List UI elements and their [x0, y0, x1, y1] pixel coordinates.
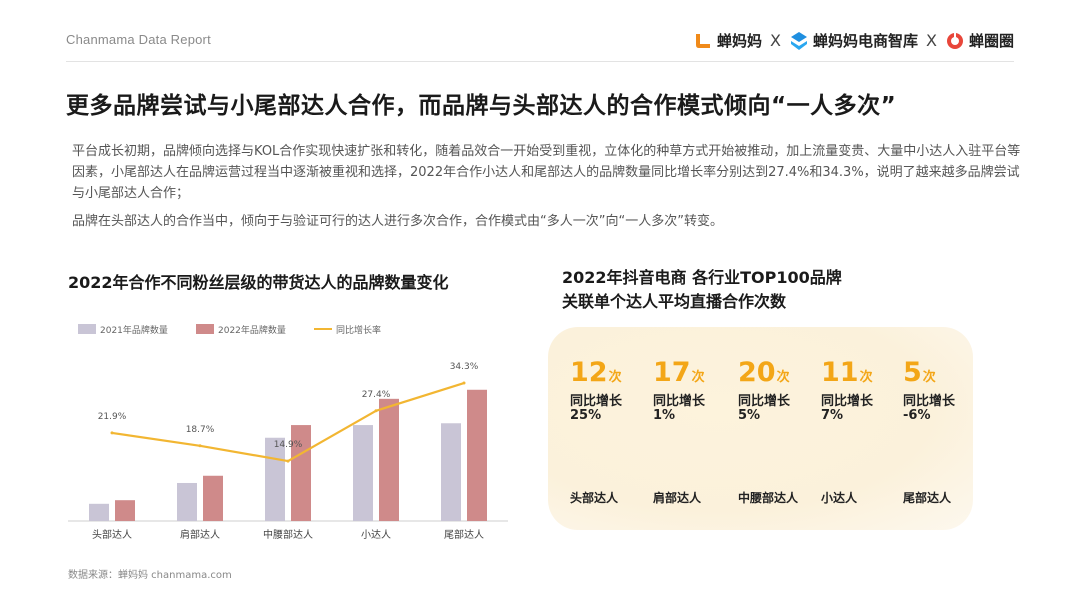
count-value: 11	[821, 357, 859, 388]
growth-label: 同比增长	[653, 394, 706, 409]
bar-2022	[115, 500, 135, 521]
x-tick-label: 肩部达人	[180, 528, 220, 541]
growth-label: 同比增长	[570, 394, 623, 409]
legend-swatch	[78, 324, 96, 334]
cooperation-count: 20次	[738, 357, 790, 388]
growth-value: 1%	[653, 408, 676, 423]
count-unit: 次	[776, 370, 790, 385]
cooperation-count: 17次	[653, 357, 705, 388]
brand-separator: X	[770, 31, 781, 50]
growth-value: 25%	[570, 408, 602, 423]
legend-label: 2022年品牌数量	[218, 324, 286, 336]
body-paragraph-2: 品牌在头部达人的合作当中，倾向于与验证可行的达人进行多次合作，合作模式由“多人一…	[72, 214, 723, 229]
count-value: 20	[738, 357, 776, 388]
bar-chart-title: 2022年合作不同粉丝层级的带货达人的品牌数量变化	[68, 273, 449, 292]
tier-label: 中腰部达人	[738, 491, 799, 505]
brand-chanmama-name: 蝉妈妈	[717, 32, 763, 50]
report-label: Chanmama Data Report	[66, 32, 211, 47]
data-source: 数据来源：蝉妈妈 chanmama.com	[68, 570, 232, 581]
bar-2021	[441, 423, 461, 521]
growth-rate-point	[286, 459, 290, 463]
growth-rate-point	[374, 409, 378, 413]
tier-label: 头部达人	[570, 491, 619, 505]
brand-zhiku: 蝉妈妈电商智库	[789, 30, 918, 51]
growth-rate-label: 34.3%	[450, 362, 479, 372]
growth-label: 同比增长	[738, 394, 791, 409]
x-tick-label: 头部达人	[92, 528, 132, 541]
growth-label: 同比增长	[821, 394, 874, 409]
brand-chanquanquan-name: 蝉圈圈	[968, 32, 1014, 50]
count-value: 5	[903, 357, 922, 388]
bar-2022	[203, 475, 223, 521]
bar-2022	[379, 398, 399, 521]
growth-rate-label: 27.4%	[362, 390, 391, 400]
growth-label: 同比增长	[903, 394, 956, 409]
growth-value: 5%	[738, 408, 761, 423]
chanmama-logo-icon	[696, 33, 711, 48]
zhiku-logo-icon	[791, 31, 807, 50]
page-title: 更多品牌尝试与小尾部达人合作，而品牌与头部达人的合作模式倾向“一人多次”	[66, 93, 897, 119]
tier-label: 小达人	[821, 491, 858, 505]
x-tick-label: 小达人	[361, 529, 391, 541]
tier-label: 肩部达人	[653, 491, 702, 505]
growth-rate-label: 21.9%	[98, 412, 127, 422]
cooperation-title: 2022年抖音电商 各行业TOP100品牌 关联单个达人平均直播合作次数	[562, 266, 842, 314]
brand-zhiku-name: 蝉妈妈电商智库	[813, 32, 919, 50]
bar-2022	[467, 389, 487, 521]
growth-rate-label: 14.9%	[274, 440, 303, 450]
cooperation-title-line-2: 关联单个达人平均直播合作次数	[562, 292, 787, 311]
cooperation-count: 12次	[570, 357, 622, 388]
growth-value: -6%	[903, 408, 931, 423]
count-unit: 次	[608, 370, 622, 385]
count-value: 17	[653, 357, 691, 388]
legend-label: 同比增长率	[336, 324, 381, 336]
growth-rate-point	[462, 381, 466, 385]
legend-swatch	[196, 324, 214, 334]
bar-2022	[291, 425, 311, 521]
count-unit: 次	[859, 370, 873, 385]
brand-separator: X	[926, 31, 937, 50]
chanquanquan-logo-icon	[946, 32, 963, 49]
cooperation-count: 11次	[821, 357, 873, 388]
growth-rate-point	[198, 444, 202, 448]
header-divider	[66, 61, 1014, 62]
cooperation-count: 5次	[903, 357, 936, 388]
count-unit: 次	[922, 370, 936, 385]
brand-chanquanquan: 蝉圈圈	[945, 30, 1014, 51]
bar-2021	[265, 437, 285, 521]
body-paragraph-1: 平台成长初期，品牌倾向选择与KOL合作实现快速扩张和转化，随着品效合一开始受到重…	[72, 144, 1021, 201]
count-value: 12	[570, 357, 608, 388]
count-unit: 次	[691, 370, 705, 385]
bar-2021	[177, 482, 197, 521]
bar-2021	[353, 425, 373, 521]
growth-value: 7%	[821, 408, 844, 423]
brand-bar: 蝉妈妈 X 蝉妈妈电商智库 X 蝉圈圈	[693, 30, 1014, 51]
x-tick-label: 中腰部达人	[263, 528, 313, 541]
cooperation-card: 12次 同比增长 25% 头部达人 17次 同比增长 1% 肩部达人 20次 同…	[548, 327, 973, 530]
cooperation-title-line-1: 2022年抖音电商 各行业TOP100品牌	[562, 268, 842, 287]
tier-label: 尾部达人	[903, 491, 952, 505]
bar-2021	[89, 503, 109, 521]
growth-rate-point	[110, 431, 114, 435]
growth-rate-label: 18.7%	[186, 425, 215, 435]
brand-chanmama: 蝉妈妈	[693, 30, 762, 51]
legend-label: 2021年品牌数量	[100, 324, 168, 336]
x-tick-label: 尾部达人	[444, 528, 484, 541]
